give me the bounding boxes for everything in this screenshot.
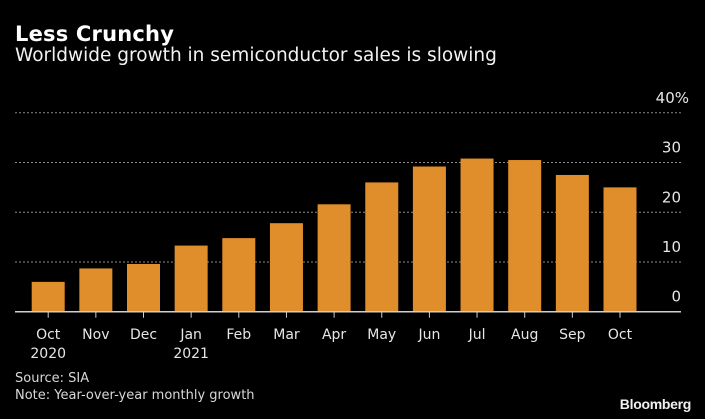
x-tick-label: Feb <box>226 327 251 343</box>
y-tick-label: 40% <box>656 89 689 107</box>
y-axis-labels: 0 10 20 30 40% <box>656 89 689 306</box>
x-tick-label: Jan <box>179 327 202 343</box>
x-axis <box>15 310 681 318</box>
bar-oct-2020 <box>31 281 65 312</box>
x-tick-label: Nov <box>82 327 109 343</box>
y-tick-label: 30 <box>662 139 681 157</box>
bar-jan-2021 <box>174 245 208 312</box>
chart-title: Less Crunchy <box>15 22 175 46</box>
bar-sep <box>555 174 589 312</box>
x-tick-year-label: 2021 <box>173 346 209 362</box>
x-tick-label: Mar <box>273 327 300 343</box>
bar-dec <box>127 263 160 312</box>
x-tick-label: Aug <box>511 327 538 343</box>
x-tick-label: Dec <box>130 327 157 343</box>
bar-nov <box>79 268 113 312</box>
x-tick-label: Oct <box>608 327 633 343</box>
chart-subtitle: Worldwide growth in semiconductor sales … <box>15 45 497 66</box>
bar-oct <box>603 187 637 312</box>
x-axis-labels: Oct 2020 Nov Dec Jan 2021 Feb Mar Apr May Jun Jul Au… <box>30 327 632 362</box>
x-tick-label: Oct <box>36 327 61 343</box>
x-tick-label: Sep <box>559 327 586 343</box>
y-tick-label: 10 <box>662 238 681 256</box>
x-tick-label: Apr <box>322 327 346 343</box>
x-tick-label: Jul <box>468 327 486 343</box>
x-tick-year-label: 2020 <box>30 346 66 362</box>
bar-jun <box>412 166 446 312</box>
y-tick-label: 0 <box>671 288 681 306</box>
bloomberg-logo: Bloomberg <box>619 396 692 412</box>
bar-may <box>365 182 399 312</box>
bar-apr <box>317 204 351 312</box>
bar-feb <box>222 238 256 312</box>
source-note: Source: SIA <box>15 371 90 386</box>
bar-mar <box>269 223 303 312</box>
x-tick-label: May <box>367 327 396 343</box>
bar-aug <box>508 160 542 312</box>
bar-jul <box>460 158 494 312</box>
bars <box>31 158 637 312</box>
footnote: Note: Year-over-year monthly growth <box>15 388 255 403</box>
y-tick-label: 20 <box>662 188 681 206</box>
x-tick-label: Jun <box>417 327 440 343</box>
